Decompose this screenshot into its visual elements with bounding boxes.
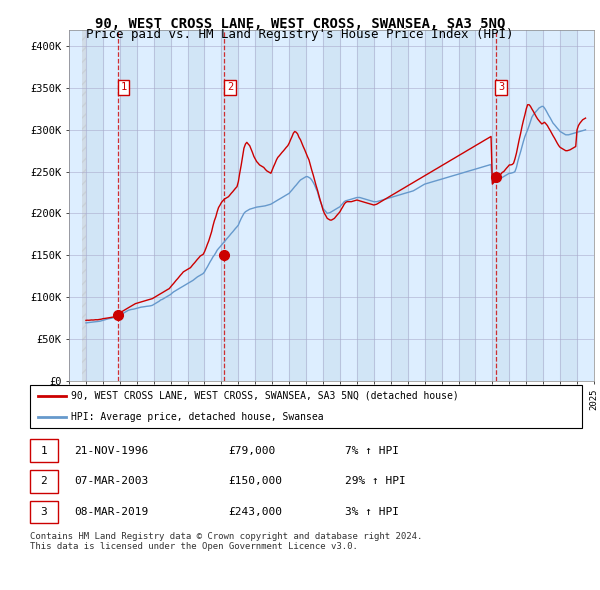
Text: 3% ↑ HPI: 3% ↑ HPI xyxy=(344,507,398,517)
Text: 3: 3 xyxy=(40,507,47,517)
Bar xyxy=(323,30,340,381)
Bar xyxy=(526,30,543,381)
Bar xyxy=(289,30,306,381)
Bar xyxy=(188,30,205,381)
Bar xyxy=(221,30,238,381)
Text: 08-MAR-2019: 08-MAR-2019 xyxy=(74,507,148,517)
Bar xyxy=(154,30,170,381)
Text: 7% ↑ HPI: 7% ↑ HPI xyxy=(344,445,398,455)
Text: £243,000: £243,000 xyxy=(229,507,283,517)
Text: 07-MAR-2003: 07-MAR-2003 xyxy=(74,476,148,486)
Text: 90, WEST CROSS LANE, WEST CROSS, SWANSEA, SA3 5NQ (detached house): 90, WEST CROSS LANE, WEST CROSS, SWANSEA… xyxy=(71,391,459,401)
Text: 3: 3 xyxy=(498,83,505,93)
Bar xyxy=(425,30,442,381)
Text: 1: 1 xyxy=(121,83,127,93)
Text: HPI: Average price, detached house, Swansea: HPI: Average price, detached house, Swan… xyxy=(71,412,324,422)
Text: Contains HM Land Registry data © Crown copyright and database right 2024.
This d: Contains HM Land Registry data © Crown c… xyxy=(30,532,422,551)
Text: 2: 2 xyxy=(40,476,47,486)
Bar xyxy=(493,30,509,381)
Text: 90, WEST CROSS LANE, WEST CROSS, SWANSEA, SA3 5NQ: 90, WEST CROSS LANE, WEST CROSS, SWANSEA… xyxy=(95,17,505,31)
Text: £150,000: £150,000 xyxy=(229,476,283,486)
Bar xyxy=(560,30,577,381)
Bar xyxy=(30,439,58,462)
Text: 29% ↑ HPI: 29% ↑ HPI xyxy=(344,476,406,486)
Bar xyxy=(82,30,86,381)
Bar xyxy=(391,30,408,381)
Bar xyxy=(30,470,58,493)
Text: 2: 2 xyxy=(227,83,233,93)
Text: £79,000: £79,000 xyxy=(229,445,276,455)
Text: 1: 1 xyxy=(40,445,47,455)
Bar xyxy=(458,30,475,381)
Bar xyxy=(255,30,272,381)
Text: Price paid vs. HM Land Registry's House Price Index (HPI): Price paid vs. HM Land Registry's House … xyxy=(86,28,514,41)
Bar xyxy=(357,30,374,381)
Bar xyxy=(30,500,58,523)
Text: 21-NOV-1996: 21-NOV-1996 xyxy=(74,445,148,455)
Bar xyxy=(120,30,137,381)
Bar xyxy=(86,30,103,381)
